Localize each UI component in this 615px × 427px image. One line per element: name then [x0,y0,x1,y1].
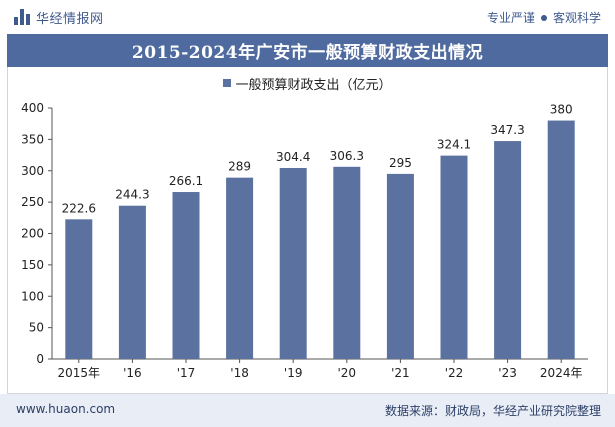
brand: 华经情报网 [14,8,104,27]
footer: www.huaon.com 数据来源：财政局，华经产业研究院整理 [0,394,615,427]
y-tick-label: 200 [21,227,44,241]
x-tick-label: '23 [498,366,517,380]
tagline-right: 客观科学 [552,11,601,25]
footer-source: 数据来源：财政局，华经产业研究院整理 [384,404,601,418]
data-label: 380 [550,103,573,117]
x-tick-label: '21 [391,366,410,380]
bar [118,205,146,359]
x-tick-label: '16 [123,366,142,380]
y-tick-label: 250 [21,195,44,209]
footer-url: www.huaon.com [16,402,116,416]
data-label: 266.1 [169,174,203,188]
top-bar: 华经情报网 专业严谨 客观科学 [0,0,615,34]
chart-title: 2015-2024年广安市一般预算财政支出情况 [131,43,484,63]
title-bar: 2015-2024年广安市一般预算财政支出情况 [7,34,608,67]
x-tick-label: '19 [284,366,303,380]
y-tick-label: 50 [29,321,44,335]
x-tick-label: '20 [338,366,357,380]
tagline-left: 专业严谨 [486,11,535,25]
x-tick-label: '17 [177,366,196,380]
data-label: 289 [228,160,251,174]
chart-legend: 一般预算财政支出（亿元） [0,74,615,93]
chart-frame [7,67,608,394]
data-label: 244.3 [115,188,149,202]
brand-name: 华经情报网 [36,11,104,27]
bar [547,120,575,359]
x-tick-label: '18 [230,366,249,380]
bar [279,167,307,359]
bar [440,155,468,359]
data-label: 306.3 [330,149,364,163]
y-tick-label: 350 [21,132,44,146]
bar [226,177,254,359]
bar-chart: 0 50 100 150 200 250 300 350 400 222.6 2015年 244.3 '… [21,101,588,380]
data-label: 222.6 [62,201,96,215]
x-tick-label: '22 [445,366,464,380]
legend-swatch-icon [223,79,232,87]
bar [333,166,361,359]
tagline: 专业严谨 客观科学 [487,9,601,26]
legend-label: 一般预算财政支出（亿元） [235,77,392,93]
y-tick-label: 150 [21,258,44,272]
bar [65,219,93,359]
data-label: 295 [389,156,412,170]
y-tick-label: 0 [36,352,44,366]
x-tick-label: 2024年 [540,366,583,380]
bar [386,173,414,359]
y-tick-label: 400 [21,101,44,115]
y-tick-label: 300 [21,164,44,178]
data-label: 324.1 [437,138,471,152]
data-label: 304.4 [276,150,310,164]
tagline-dot-icon [540,14,547,21]
brand-logo-icon [14,9,30,25]
x-tick-label: 2015年 [58,366,101,380]
bar [494,141,522,359]
bar [172,192,200,359]
y-tick-label: 100 [21,289,44,303]
data-label: 347.3 [490,123,524,137]
